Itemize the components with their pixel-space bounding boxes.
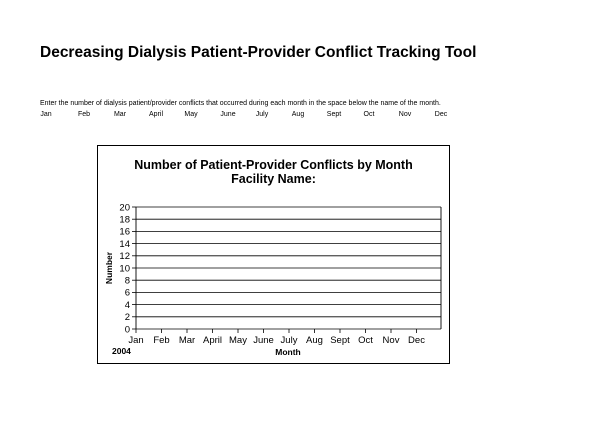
- month-label-aug: Aug: [291, 111, 305, 118]
- y-tick-label-18: 18: [119, 215, 130, 226]
- y-tick-label-10: 10: [119, 263, 130, 274]
- chart-frame: Number of Patient-Provider Conflicts by …: [97, 145, 450, 364]
- y-tick-label-16: 16: [119, 227, 130, 238]
- month-label-june: June: [220, 111, 236, 118]
- x-tick-label-oct: Oct: [358, 335, 373, 346]
- chart-subtitle: Facility Name:: [231, 172, 316, 186]
- year-label: 2004: [112, 346, 131, 356]
- y-tick-label-12: 12: [119, 251, 130, 262]
- page-title: Decreasing Dialysis Patient-Provider Con…: [40, 44, 477, 61]
- x-tick-label-jan: Jan: [128, 335, 143, 346]
- x-axis-title: Month: [275, 347, 301, 357]
- x-tick-label-dec: Dec: [408, 335, 425, 346]
- month-label-sept: Sept: [326, 111, 342, 118]
- month-label-oct: Oct: [363, 111, 375, 118]
- x-tick-label-may: May: [229, 335, 247, 346]
- y-tick-label-6: 6: [125, 288, 130, 299]
- y-tick-label-8: 8: [125, 276, 130, 287]
- x-tick-label-july: July: [281, 335, 298, 346]
- month-label-jan: Jan: [40, 111, 52, 118]
- instructions-text: Enter the number of dialysis patient/pro…: [40, 100, 441, 107]
- x-tick-label-aug: Aug: [306, 335, 323, 346]
- month-label-dec: Dec: [434, 111, 448, 118]
- y-tick-label-0: 0: [125, 324, 130, 335]
- x-tick-label-feb: Feb: [153, 335, 169, 346]
- y-tick-label-20: 20: [119, 202, 130, 213]
- x-tick-label-april: April: [203, 335, 222, 346]
- x-tick-label-june: June: [253, 335, 274, 346]
- month-label-feb: Feb: [77, 111, 91, 118]
- chart-title: Number of Patient-Provider Conflicts by …: [134, 158, 413, 172]
- month-label-april: April: [148, 111, 164, 118]
- y-tick-label-2: 2: [125, 312, 130, 323]
- x-tick-label-sept: Sept: [330, 335, 350, 346]
- x-tick-label-nov: Nov: [383, 335, 400, 346]
- month-label-july: July: [255, 111, 269, 118]
- y-axis-title: Number: [104, 251, 114, 284]
- month-label-nov: Nov: [398, 111, 412, 118]
- month-label-mar: Mar: [113, 111, 127, 118]
- y-tick-label-14: 14: [119, 239, 130, 250]
- y-tick-label-4: 4: [125, 300, 130, 311]
- month-entry-row: Jan Feb Mar April May June July Aug Sept…: [0, 111, 600, 121]
- x-tick-label-mar: Mar: [179, 335, 195, 346]
- month-label-may: May: [184, 111, 198, 118]
